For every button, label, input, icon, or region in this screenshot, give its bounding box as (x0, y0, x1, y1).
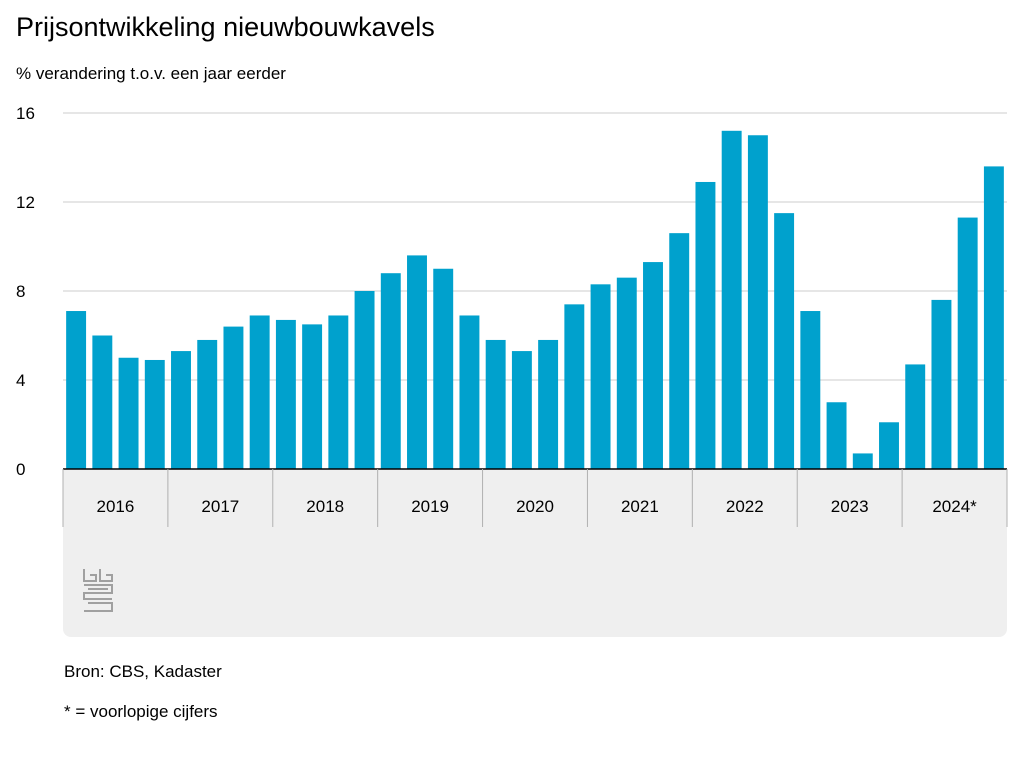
bar (564, 304, 585, 469)
x-tick-label: 2016 (97, 497, 135, 516)
bar (774, 213, 795, 469)
y-tick-label: 0 (16, 460, 25, 479)
bar (852, 453, 873, 469)
bars (63, 130, 1007, 470)
bar (354, 291, 375, 469)
bar-chart: 0 4 8 12 16 2016 2017 2018 2019 2020 2021 2022 2023… (16, 104, 1008, 637)
bar (302, 324, 323, 469)
source-note: Bron: CBS, Kadaster (64, 662, 222, 681)
cbs-logo (83, 569, 113, 612)
x-axis-band (63, 469, 1007, 637)
chart-title: Prijsontwikkeling nieuwbouwkavels (16, 12, 435, 42)
bar (511, 351, 532, 469)
y-tick-label: 12 (16, 193, 35, 212)
y-tick-label: 8 (16, 282, 25, 301)
y-tick-labels: 0 4 8 12 16 (16, 104, 35, 479)
bar (275, 319, 296, 469)
bar (905, 364, 926, 469)
x-tick-label: 2017 (201, 497, 239, 516)
bar (879, 422, 899, 469)
bar (485, 339, 506, 469)
bar (433, 268, 454, 469)
bar (695, 181, 716, 469)
gridlines (63, 112, 1007, 381)
bar (721, 130, 742, 470)
x-tick-label: 2021 (621, 497, 659, 516)
bar (538, 339, 559, 469)
bar (957, 217, 978, 469)
bar (590, 284, 611, 469)
bar (407, 255, 427, 469)
bar (118, 357, 139, 469)
bar (223, 326, 244, 469)
bar (459, 315, 480, 469)
bar (144, 359, 165, 469)
bar (800, 311, 821, 469)
bar (931, 299, 952, 469)
bar (380, 273, 401, 469)
footnote: * = voorlopige cijfers (64, 702, 218, 721)
bar (249, 315, 270, 469)
bar (197, 339, 218, 469)
x-tick-label: 2020 (516, 497, 554, 516)
y-tick-label: 4 (16, 371, 25, 390)
bar (92, 335, 113, 469)
bar (616, 277, 637, 469)
year-separators (62, 469, 1008, 527)
bar (643, 262, 663, 469)
x-tick-label: 2023 (831, 497, 869, 516)
x-tick-label: 2022 (726, 497, 764, 516)
y-tick-label: 16 (16, 104, 35, 123)
bar (983, 166, 1004, 469)
bar (171, 351, 191, 469)
bar (669, 233, 690, 469)
x-tick-label: 2024* (932, 497, 977, 516)
bar (66, 311, 87, 469)
bar (328, 315, 349, 469)
bar (826, 402, 847, 469)
x-axis-band-top (63, 469, 1007, 489)
x-tick-labels: 2016 2017 2018 2019 2020 2021 2022 2023 2024* (97, 497, 978, 516)
x-tick-label: 2019 (411, 497, 449, 516)
chart-subtitle: % verandering t.o.v. een jaar eerder (16, 64, 286, 83)
bar (747, 135, 768, 469)
x-tick-label: 2018 (306, 497, 344, 516)
